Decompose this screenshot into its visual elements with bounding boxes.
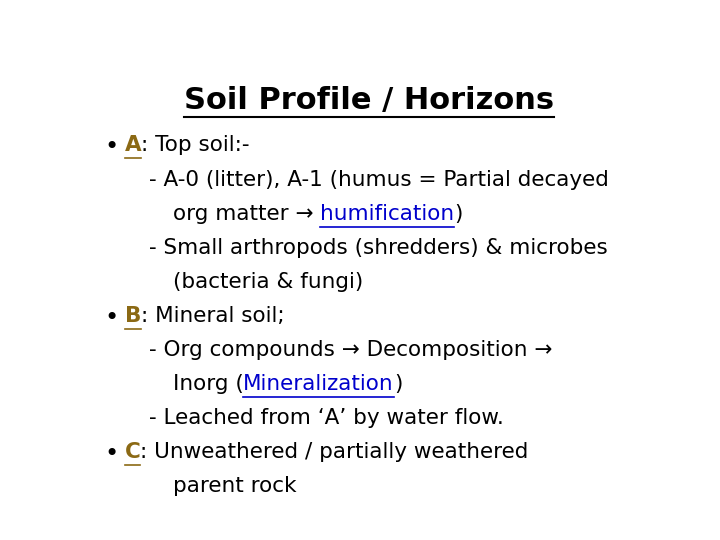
Text: : Mineral soil;: : Mineral soil;: [141, 306, 284, 326]
Text: ): ): [394, 374, 402, 394]
Text: : Top soil:-: : Top soil:-: [141, 136, 250, 156]
Text: Soil Profile / Horizons: Soil Profile / Horizons: [184, 85, 554, 114]
Text: - A-0 (litter), A-1 (humus = Partial decayed: - A-0 (litter), A-1 (humus = Partial dec…: [148, 170, 608, 190]
Text: parent rock: parent rock: [173, 476, 296, 496]
Text: Inorg (: Inorg (: [173, 374, 243, 394]
Text: - Leached from ‘A’ by water flow.: - Leached from ‘A’ by water flow.: [148, 408, 503, 428]
Text: •: •: [104, 442, 118, 467]
Text: org matter →: org matter →: [173, 204, 320, 224]
Text: : Unweathered / partially weathered: : Unweathered / partially weathered: [140, 442, 529, 462]
Text: C: C: [125, 442, 140, 462]
Text: A: A: [125, 136, 141, 156]
Text: (bacteria & fungi): (bacteria & fungi): [173, 272, 363, 292]
Text: •: •: [104, 306, 118, 330]
Text: •: •: [104, 136, 118, 159]
Text: - Org compounds → Decomposition →: - Org compounds → Decomposition →: [148, 340, 552, 360]
Text: B: B: [125, 306, 141, 326]
Text: ): ): [454, 204, 462, 224]
Text: Mineralization: Mineralization: [243, 374, 394, 394]
Text: - Small arthropods (shredders) & microbes: - Small arthropods (shredders) & microbe…: [148, 238, 608, 258]
Text: humification: humification: [320, 204, 454, 224]
